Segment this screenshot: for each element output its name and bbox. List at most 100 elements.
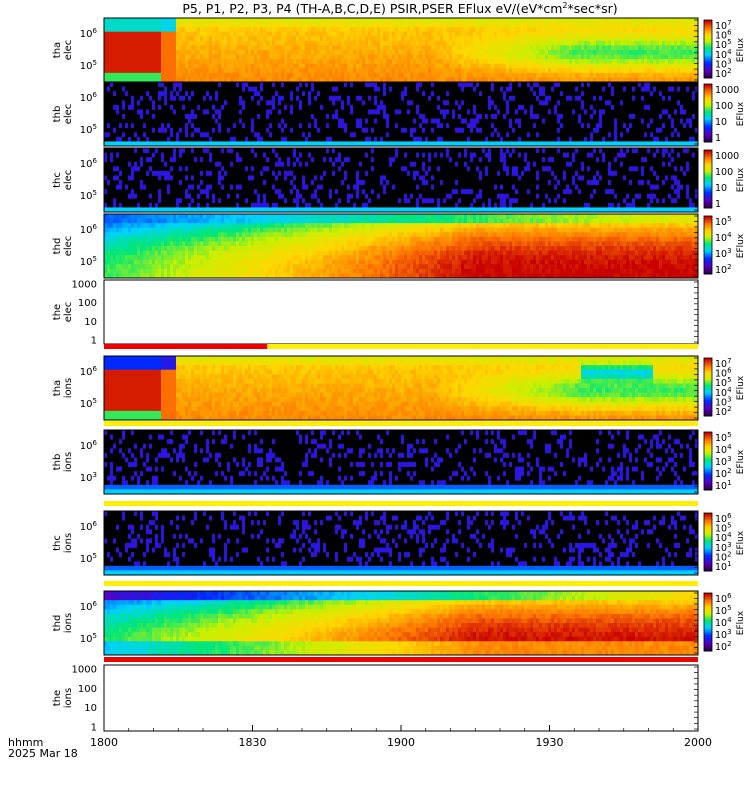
spectrogram-cell <box>419 59 422 65</box>
spectrogram-cell <box>161 72 164 78</box>
spectrogram-cell <box>617 207 620 213</box>
spectrogram-cell <box>614 193 617 199</box>
spectrogram-cell <box>197 227 200 233</box>
spectrogram-cell <box>470 27 473 33</box>
spectrogram-cell <box>176 236 179 242</box>
spectrogram-cell <box>302 59 305 65</box>
spectrogram-cell <box>230 45 233 51</box>
spectrogram-cell <box>455 63 458 69</box>
spectrogram-cell <box>149 250 152 256</box>
spectrogram-cell <box>176 59 179 65</box>
spectrogram-cell <box>143 141 146 147</box>
spectrogram-cell <box>365 72 368 78</box>
spectrogram-cell <box>437 72 440 78</box>
spectrogram-cell <box>326 63 329 69</box>
spectrogram-cell <box>290 63 293 69</box>
spectrogram-cell <box>359 31 362 37</box>
spectrogram-cell <box>347 193 350 199</box>
spectrogram-cell <box>359 54 362 60</box>
spectrogram-cell <box>104 59 107 65</box>
spectrogram-cell <box>143 227 146 233</box>
spectrogram-cell <box>692 18 695 23</box>
spectrogram-cell <box>284 207 287 213</box>
spectrogram-cell <box>404 141 407 147</box>
spectrogram-cell <box>671 72 674 78</box>
spectrogram-cell <box>518 82 521 87</box>
spectrogram-cell <box>134 246 137 251</box>
spectrogram-cell <box>677 68 680 74</box>
spectrogram-cell <box>188 246 191 251</box>
spectrogram-cell <box>554 198 557 204</box>
spectrogram-cell <box>410 40 413 46</box>
spectrogram-cell <box>161 246 164 251</box>
spectrogram-cell <box>665 36 668 42</box>
spectrogram-cell <box>695 31 698 37</box>
spectrogram-cell <box>461 40 464 46</box>
spectrogram-cell <box>515 36 518 42</box>
spectrogram-cell <box>647 36 650 42</box>
spectrogram-cell <box>257 207 260 213</box>
colorbar-cell <box>704 39 712 43</box>
spectrogram-cell <box>161 218 164 224</box>
spectrogram-cell <box>443 72 446 78</box>
spectrogram-cell <box>677 72 680 78</box>
spectrogram-cell <box>275 68 278 74</box>
spectrogram-cell <box>218 127 221 133</box>
spectrogram-cell <box>323 40 326 46</box>
colorbar-cell <box>704 67 712 70</box>
spectrogram-cell <box>680 18 683 23</box>
spectrogram-cell <box>653 63 656 69</box>
spectrogram-cell <box>107 264 110 270</box>
spectrogram-cell <box>119 22 122 28</box>
spectrogram-cell <box>356 95 359 101</box>
spectrogram-cell <box>215 207 218 213</box>
spectrogram-cell <box>656 27 659 33</box>
spectrogram-cell <box>662 207 665 213</box>
spectrogram-cell <box>122 246 125 251</box>
spectrogram-cell <box>167 214 170 219</box>
spectrogram-cell <box>587 166 590 172</box>
spectrogram-cell <box>341 31 344 37</box>
spectrogram-cell <box>500 198 503 204</box>
spectrogram-cell <box>236 157 239 163</box>
spectrogram-cell <box>332 63 335 69</box>
spectrogram-cell <box>200 180 203 185</box>
spectrogram-cell <box>605 31 608 37</box>
spectrogram-cell <box>554 54 557 60</box>
spectrogram-cell <box>104 232 107 238</box>
y-tick-label: 105 <box>80 59 97 72</box>
spectrogram-cell <box>479 27 482 33</box>
spectrogram-cell <box>281 27 284 33</box>
spectrogram-cell <box>149 259 152 265</box>
spectrogram-cell <box>518 27 521 33</box>
spectrogram-cell <box>473 109 476 115</box>
spectrogram-cell <box>131 123 134 129</box>
spectrogram-cell <box>611 63 614 69</box>
spectrogram-cell <box>341 63 344 69</box>
spectrogram-cell <box>272 104 275 110</box>
spectrogram-cell <box>308 50 311 55</box>
spectrogram-cell <box>455 77 458 83</box>
spectrogram-cell <box>197 214 200 219</box>
spectrogram-cell <box>605 207 608 213</box>
spectrogram-cell <box>161 40 164 46</box>
spectrogram-cell <box>332 170 335 176</box>
spectrogram-cell <box>560 123 563 129</box>
spectrogram-cell <box>425 27 428 33</box>
spectrogram-cell <box>134 223 137 229</box>
spectrogram-cell <box>326 45 329 51</box>
spectrogram-cell <box>338 207 341 213</box>
spectrogram-cell <box>209 250 212 256</box>
spectrogram-cell <box>494 36 497 42</box>
spectrogram-cell <box>128 268 131 274</box>
spectrogram-cell <box>329 54 332 60</box>
spectrogram-cell <box>512 127 515 133</box>
spectrogram-cell <box>209 170 212 176</box>
spectrogram-cell <box>140 273 143 279</box>
spectrogram-cell <box>338 36 341 42</box>
spectrogram-cell <box>662 45 665 51</box>
spectrogram-cell <box>185 141 188 147</box>
spectrogram-cell <box>164 72 167 78</box>
spectrogram-cell <box>113 40 116 46</box>
spectrogram-cell <box>146 27 149 33</box>
